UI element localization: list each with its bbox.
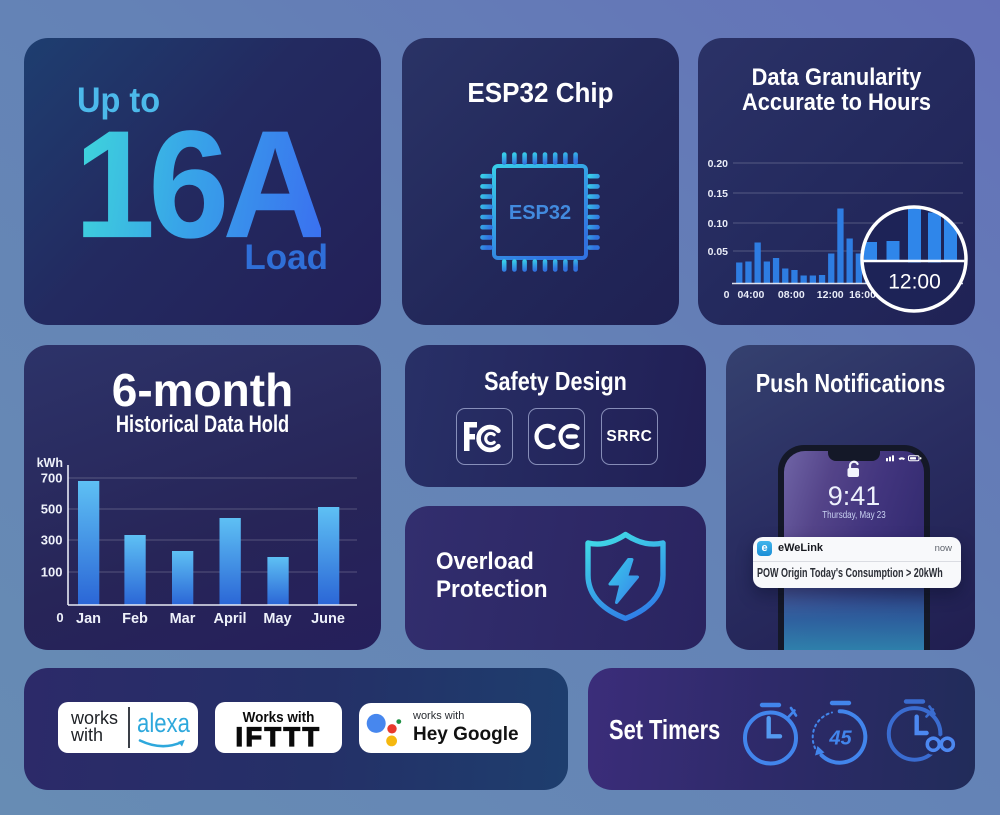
svg-text:0.20: 0.20	[708, 158, 729, 170]
svg-text:ESP32: ESP32	[509, 202, 571, 224]
svg-text:12:00: 12:00	[888, 271, 941, 294]
svg-text:08:00: 08:00	[778, 289, 805, 301]
svg-text:June: June	[311, 611, 345, 627]
svg-text:45: 45	[828, 728, 852, 750]
svg-text:300: 300	[41, 533, 63, 548]
svg-text:700: 700	[41, 471, 63, 486]
svg-text:500: 500	[41, 502, 63, 517]
svg-text:12:00: 12:00	[817, 289, 844, 301]
svg-text:Mar: Mar	[170, 611, 196, 627]
svg-text:0: 0	[724, 289, 730, 301]
svg-text:0: 0	[56, 610, 63, 625]
svg-text:kWh: kWh	[37, 456, 63, 470]
svg-text:04:00: 04:00	[737, 289, 764, 301]
svg-text:16:00: 16:00	[849, 289, 876, 301]
svg-text:100: 100	[41, 565, 63, 580]
svg-text:May: May	[263, 611, 291, 627]
svg-text:Feb: Feb	[122, 611, 148, 627]
svg-text:0.10: 0.10	[708, 218, 729, 230]
svg-text:Jan: Jan	[76, 611, 101, 627]
svg-text:April: April	[213, 611, 246, 627]
svg-text:0.05: 0.05	[708, 246, 729, 258]
svg-text:0.15: 0.15	[708, 188, 729, 200]
